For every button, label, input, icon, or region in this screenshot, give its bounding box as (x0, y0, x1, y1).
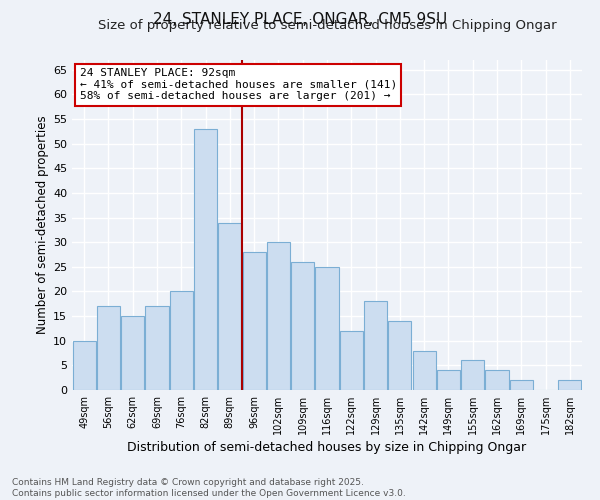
Bar (364, 302, 387, 390)
Bar (437, 370, 460, 390)
Bar (340, 331, 363, 390)
Text: 24, STANLEY PLACE, ONGAR, CM5 9SU: 24, STANLEY PLACE, ONGAR, CM5 9SU (153, 12, 447, 28)
Bar (485, 370, 509, 390)
Bar (510, 380, 533, 390)
Bar (97, 306, 120, 390)
Bar (267, 242, 290, 390)
Title: Size of property relative to semi-detached houses in Chipping Ongar: Size of property relative to semi-detach… (98, 20, 556, 32)
Bar (194, 129, 217, 390)
Bar (242, 252, 266, 390)
Text: Contains HM Land Registry data © Crown copyright and database right 2025.
Contai: Contains HM Land Registry data © Crown c… (12, 478, 406, 498)
Bar (461, 360, 484, 390)
Bar (559, 380, 581, 390)
Bar (388, 321, 412, 390)
Text: 24 STANLEY PLACE: 92sqm
← 41% of semi-detached houses are smaller (141)
58% of s: 24 STANLEY PLACE: 92sqm ← 41% of semi-de… (80, 68, 397, 102)
Bar (413, 350, 436, 390)
Bar (121, 316, 144, 390)
X-axis label: Distribution of semi-detached houses by size in Chipping Ongar: Distribution of semi-detached houses by … (127, 441, 527, 454)
Bar (316, 267, 338, 390)
Bar (73, 340, 95, 390)
Bar (145, 306, 169, 390)
Bar (218, 222, 241, 390)
Bar (170, 292, 193, 390)
Y-axis label: Number of semi-detached properties: Number of semi-detached properties (36, 116, 49, 334)
Bar (291, 262, 314, 390)
